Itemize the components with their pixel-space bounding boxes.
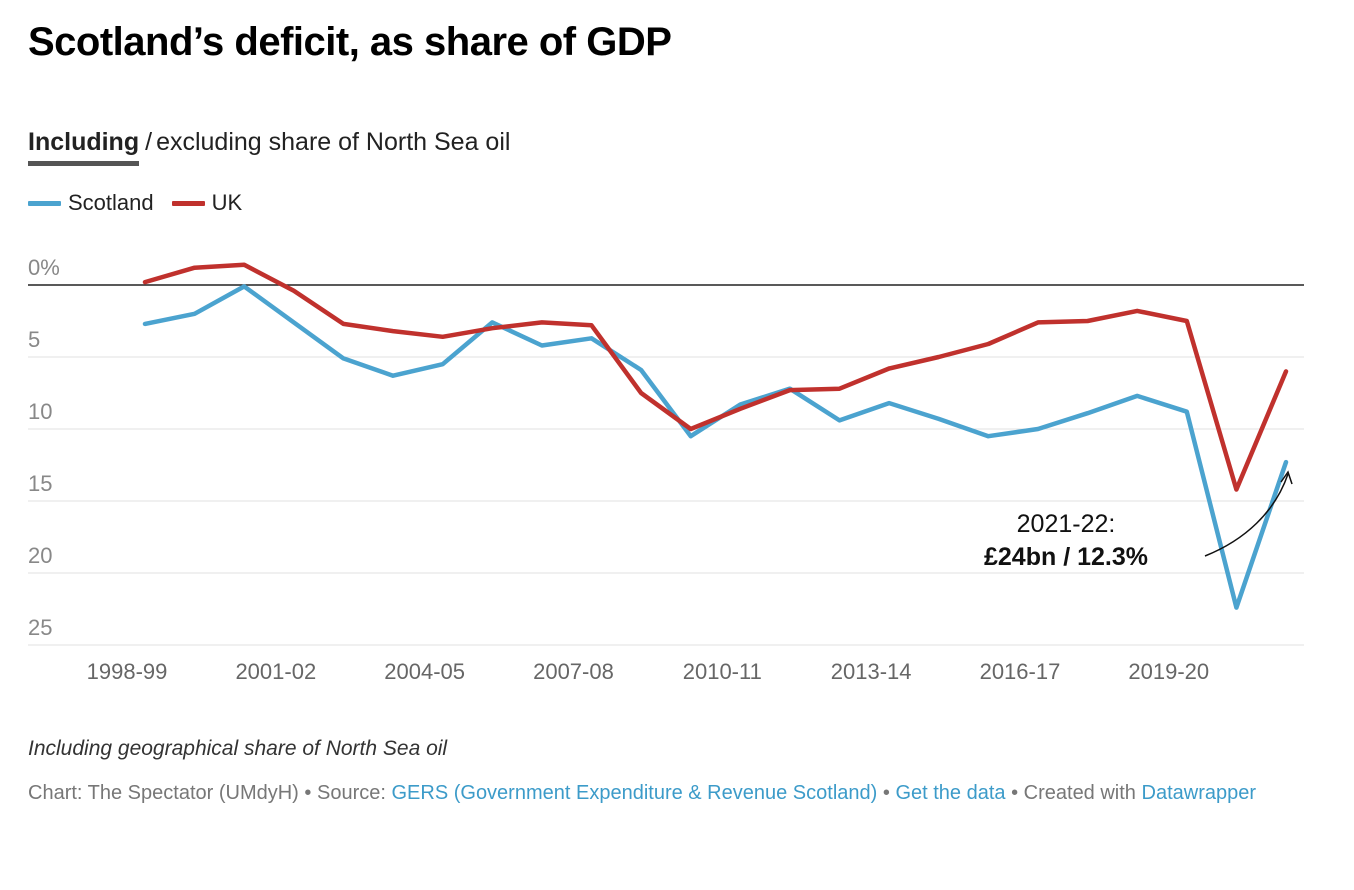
toggle-excluding[interactable]: excluding share of North Sea oil — [156, 128, 511, 156]
series-line-uk — [142, 262, 1289, 492]
legend-item-uk: UK — [171, 190, 243, 216]
get-data-link[interactable]: Get the data — [895, 782, 1006, 804]
chart-title: Scotland’s deficit, as share of GDP — [28, 20, 672, 64]
axis-ticks: 0% 5 10 15 20 25 1998-99 2001-02 2004-05 2007-08 2… — [28, 255, 1209, 684]
chart-footer: Chart: The Spectator (UMdyH) • Source: G… — [28, 778, 1258, 809]
line-chart: 0% 5 10 15 20 25 1998-99 2001-02 2004-05 2007-08 2… — [28, 255, 1304, 684]
x-tick-label: 1998-99 — [87, 659, 168, 684]
footer-dot: • — [882, 782, 890, 804]
annotation: 2021-22: £24bn / 12.3% — [984, 470, 1293, 571]
annotation-value: £24bn / 12.3% — [984, 543, 1148, 571]
legend-label-uk: UK — [211, 190, 243, 215]
annotation-arrowhead — [1280, 470, 1293, 485]
y-tick-label: 25 — [28, 615, 52, 640]
x-tick-label: 2013-14 — [831, 659, 912, 684]
annotation-arrow — [1204, 473, 1289, 557]
toggle-including[interactable]: Including — [28, 128, 140, 166]
oil-share-toggle: Including / excluding share of North Sea o… — [28, 128, 510, 166]
y-tick-label: 15 — [28, 471, 52, 496]
source-label: Source: — [316, 782, 386, 804]
legend-item-scotland: Scotland — [28, 190, 154, 216]
y-tick-label: 20 — [28, 543, 52, 568]
grid — [28, 284, 1304, 646]
series — [142, 262, 1289, 610]
toggle-separator: / — [145, 128, 153, 156]
legend: Scotland UK — [28, 190, 260, 216]
y-tick-label: 0% — [28, 255, 60, 280]
footer-dot: • — [304, 782, 312, 804]
x-tick-label: 2019-20 — [1128, 659, 1209, 684]
x-tick-label: 2007-08 — [533, 659, 614, 684]
x-tick-label: 2010-11 — [683, 659, 762, 684]
legend-swatch-uk — [171, 200, 205, 206]
footer-dot: • — [1011, 782, 1019, 804]
y-tick-label: 5 — [28, 327, 40, 352]
y-tick-label: 10 — [28, 399, 52, 424]
x-tick-label: 2004-05 — [384, 659, 465, 684]
annotation-period: 2021-22: — [1017, 510, 1116, 538]
chart-note: Including geographical share of North Se… — [28, 737, 448, 760]
created-with-label: Created with — [1023, 782, 1136, 804]
datawrapper-link[interactable]: Datawrapper — [1141, 782, 1257, 804]
x-tick-label: 2001-02 — [235, 659, 316, 684]
legend-label-scotland: Scotland — [68, 190, 154, 215]
source-link[interactable]: GERS (Government Expenditure & Revenue S… — [391, 782, 878, 804]
chart-credit: Chart: The Spectator (UMdyH) — [28, 782, 299, 804]
legend-swatch-scotland — [28, 200, 61, 206]
x-tick-label: 2016-17 — [980, 659, 1061, 684]
